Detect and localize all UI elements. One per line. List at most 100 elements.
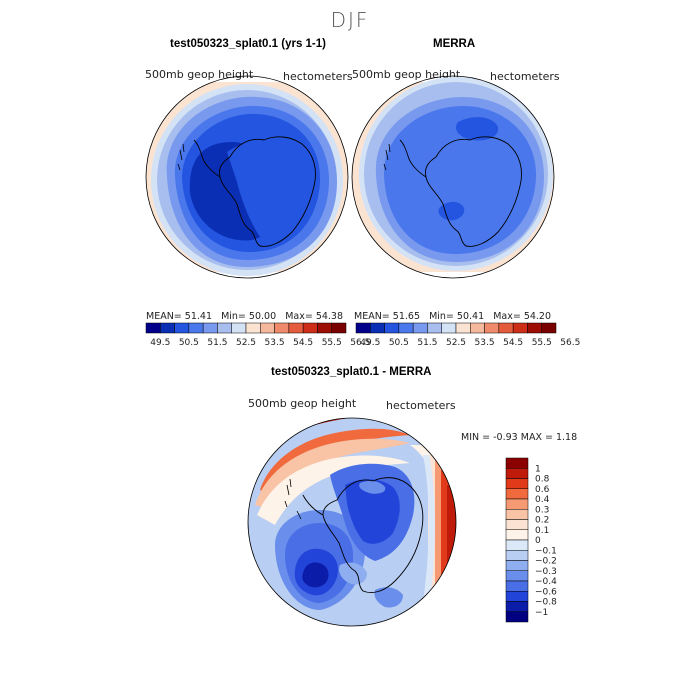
colorbar-tick-label: −0.1	[535, 546, 557, 556]
panel-3-min-label: MIN =	[461, 432, 491, 443]
colorbar-swatch	[470, 322, 485, 334]
colorbar-swatch	[160, 322, 175, 334]
main-title: DJF	[330, 8, 370, 32]
colorbar-tick-label: −0.3	[535, 567, 557, 577]
panel-2-min-value: 50.41	[456, 311, 485, 322]
colorbar-tick-label: −0.6	[535, 587, 557, 597]
colorbar-swatch	[274, 322, 290, 334]
panel-3-max-value: 1.18	[555, 432, 578, 443]
colorbar-tick-label: 53.5	[475, 338, 495, 348]
colorbar-tick-label: 0.3	[535, 505, 549, 515]
colorbar-swatch	[441, 322, 457, 334]
colorbar-swatch	[202, 322, 218, 334]
colorbar-swatch	[174, 322, 190, 334]
panel-3-units-label: hectometers	[386, 399, 456, 412]
colorbar-tick-label: −0.8	[535, 598, 557, 608]
colorbar-tick-label: −0.2	[535, 557, 557, 567]
colorbar-swatch	[188, 322, 204, 334]
colorbar-tick-label: 1	[535, 464, 541, 474]
colorbar-tick-label: −0.4	[535, 577, 557, 587]
colorbar-swatch	[288, 322, 304, 334]
colorbar-swatch	[427, 322, 442, 334]
colorbar-panel-3-vertical: 10.80.60.40.30.20.10−0.1−0.2−0.3−0.4−0.6…	[505, 457, 557, 623]
panel-2-max-label: Max=	[493, 311, 521, 322]
colorbar-tick-label: −1	[535, 608, 548, 618]
colorbar-swatch	[541, 322, 557, 334]
panel-3-title: test050323_splat0.1 - MERRA	[271, 366, 432, 378]
colorbar-swatch	[484, 322, 500, 334]
colorbar-swatch	[317, 322, 332, 334]
map-panel-1	[145, 75, 349, 279]
panel-2-units-label: hectometers	[490, 70, 560, 83]
colorbar-swatch	[505, 580, 529, 592]
colorbar-tick-label: 50.5	[179, 338, 199, 348]
panel-2-mean-label: MEAN=	[354, 311, 390, 322]
colorbar-panel-2: 49.5 50.5 51.5 52.5 53.5 54.5 55.5 56.5	[355, 322, 580, 348]
colorbar-swatch	[505, 529, 529, 541]
colorbar-tick-label: 49.5	[360, 338, 380, 348]
colorbar-swatch	[505, 560, 529, 571]
panel-2-min-label: Min=	[429, 311, 454, 322]
antarctica-outline	[399, 136, 522, 247]
panel-1-max-value: 54.38	[315, 311, 344, 322]
colorbar-swatch	[527, 322, 542, 334]
panel-3-max-label: MAX =	[520, 432, 553, 443]
colorbar-swatch	[331, 322, 347, 334]
colorbar-swatch	[505, 519, 529, 530]
colorbar-tick-label: 49.5	[150, 338, 170, 348]
panel-1-mean-label: MEAN=	[146, 311, 182, 322]
antarctica-outline	[302, 477, 424, 593]
panel-2-stats: MEAN= 51.65 Min= 50.41 Max= 54.20	[354, 311, 551, 322]
colorbar-swatch	[505, 539, 529, 551]
panel-1-field-label: 500mb geop height	[145, 68, 254, 81]
panel-2-mean-value: 51.65	[392, 311, 420, 322]
colorbar-swatch	[231, 322, 247, 334]
colorbar-tick-label: 53.5	[265, 338, 285, 348]
colorbar-swatch	[512, 322, 528, 334]
panel-3-stats: MIN = -0.93 MAX = 1.18	[461, 432, 577, 443]
colorbar-swatch	[384, 322, 400, 334]
colorbar-tick-label: 0.4	[535, 495, 550, 505]
panel-1-min-value: 50.00	[248, 311, 277, 322]
panel-3-field-label: 500mb geop height	[248, 397, 357, 410]
colorbar-swatch	[505, 611, 529, 623]
colorbar-tick-label: 56.5	[350, 338, 370, 348]
panel-1-title: test050323_splat0.1 (yrs 1-1)	[170, 38, 326, 50]
map-panel-2	[351, 75, 555, 279]
colorbar-swatch	[505, 509, 529, 520]
colorbar-swatch	[455, 322, 471, 334]
colorbar-tick-label: 52.5	[236, 338, 256, 348]
panel-2-max-value: 54.20	[523, 311, 552, 322]
colorbar-swatch	[505, 457, 529, 469]
colorbar-tick-label: 0.2	[535, 516, 549, 526]
map-panel-3-difference	[247, 417, 457, 627]
colorbar-swatch	[412, 322, 428, 334]
colorbar-swatch	[505, 601, 529, 612]
colorbar-swatch	[355, 322, 371, 334]
colorbar-tick-label: 52.5	[446, 338, 466, 348]
panel-2-title: MERRA	[433, 38, 476, 50]
colorbar-panel-1: 49.5 50.5 51.5 52.5 53.5 54.5 55.5 56.5	[145, 322, 370, 348]
colorbar-swatch	[505, 498, 529, 510]
panel-1-units-label: hectometers	[283, 70, 353, 83]
colorbar-tick-label: 0.1	[535, 526, 549, 536]
colorbar-tick-label: 54.5	[503, 338, 523, 348]
colorbar-swatch	[398, 322, 414, 334]
colorbar-tick-label: 51.5	[207, 338, 227, 348]
colorbar-swatch	[505, 478, 529, 489]
colorbar-swatch	[505, 570, 529, 582]
colorbar-tick-label: 55.5	[322, 338, 342, 348]
colorbar-swatch	[245, 322, 261, 334]
colorbar-tick-label: 56.5	[560, 338, 580, 348]
colorbar-swatch	[217, 322, 232, 334]
panel-3-min-value: -0.93	[493, 432, 518, 443]
colorbar-tick-label: 0.6	[535, 485, 550, 495]
panel-1-min-label: Min=	[221, 311, 246, 322]
colorbar-swatch	[505, 468, 529, 479]
colorbar-tick-label: 54.5	[293, 338, 313, 348]
colorbar-tick-label: 51.5	[417, 338, 437, 348]
colorbar-swatch	[505, 550, 529, 561]
colorbar-swatch	[498, 322, 514, 334]
colorbar-tick-label: 0	[535, 536, 541, 546]
panel-1-max-label: Max=	[285, 311, 313, 322]
